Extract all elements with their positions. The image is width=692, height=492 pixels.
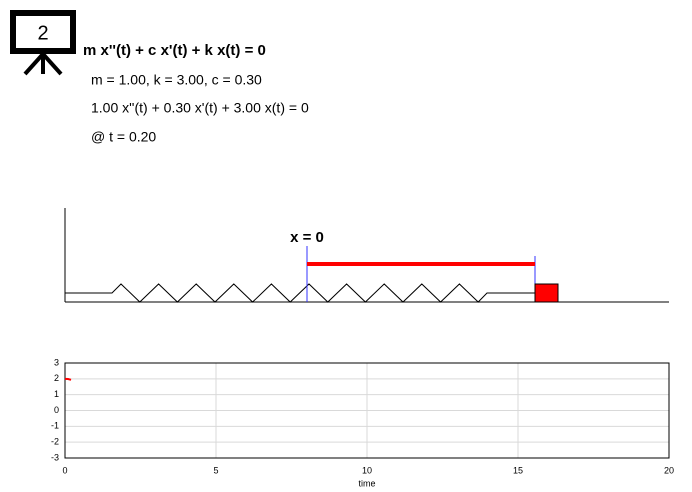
- spring-diagram: x = 0: [64, 208, 669, 303]
- y-tick-label: -2: [51, 437, 59, 447]
- y-tick-label: 3: [54, 357, 59, 367]
- y-tick-label: -1: [51, 421, 59, 431]
- x-axis-label: time: [358, 478, 375, 488]
- parameters: m = 1.00, k = 3.00, c = 0.30: [91, 72, 262, 88]
- plot-frame: [64, 362, 670, 459]
- time: @ t = 0.20: [91, 129, 156, 145]
- x-tick-label: 15: [513, 465, 523, 475]
- icon-label: 2: [37, 22, 48, 44]
- y-tick-label: 1: [54, 389, 59, 399]
- series-line: [64, 377, 72, 381]
- x-tick-label: 0: [62, 465, 67, 475]
- y-tick-label: 2: [54, 373, 59, 383]
- instance: 1.00 x''(t) + 0.30 x'(t) + 3.00 x(t) = 0: [91, 100, 309, 116]
- y-tick-label: -3: [51, 452, 59, 462]
- icon: 2: [10, 10, 76, 76]
- y-tick-label: 0: [54, 405, 59, 415]
- x-tick-label: 20: [664, 465, 674, 475]
- x-tick-label: 5: [213, 465, 218, 475]
- equation: m x''(t) + c x'(t) + k x(t) = 0: [83, 42, 266, 59]
- x-tick-label: 10: [362, 465, 372, 475]
- origin-label: x = 0: [290, 229, 324, 246]
- plot: -3 -2 -1 0 1 2 3 0 5 10 15 20 time: [51, 357, 674, 488]
